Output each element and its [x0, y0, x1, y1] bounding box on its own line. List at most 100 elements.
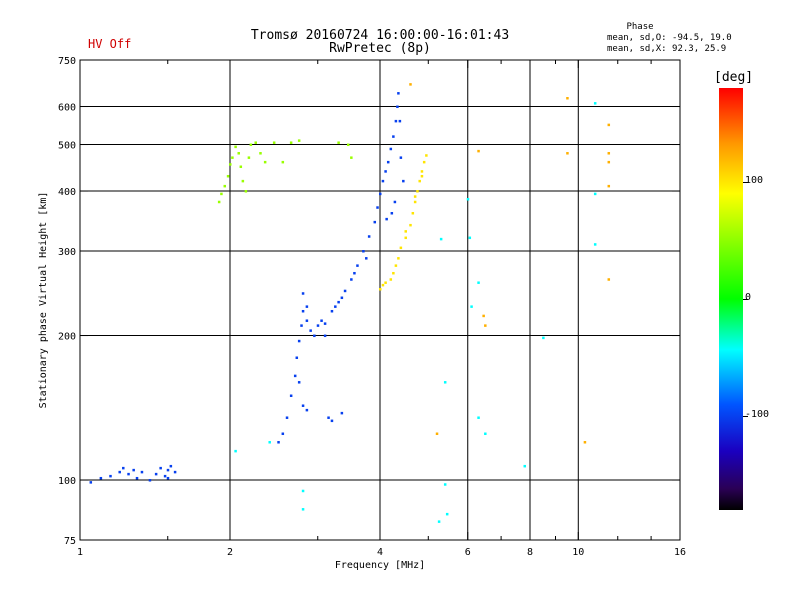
echo-point [313, 334, 316, 338]
echo-point [323, 322, 327, 325]
echo-point [445, 512, 449, 516]
echo-point [373, 220, 377, 224]
echo-point [226, 174, 230, 178]
echo-point [285, 416, 289, 419]
echo-point [217, 200, 221, 204]
echo-point [263, 160, 267, 164]
x-tick-label: 1 [77, 547, 83, 558]
echo-point [99, 476, 103, 480]
echo-point [297, 139, 301, 142]
echo-point [389, 147, 393, 151]
echo-point [159, 466, 162, 470]
echo-point [399, 156, 403, 159]
echo-point [484, 324, 487, 327]
phase-colorbar [719, 88, 743, 510]
x-tick-label: 2 [227, 547, 233, 558]
y-tick-label: 200 [58, 332, 76, 343]
echo-point [340, 411, 344, 415]
echo-point [356, 264, 359, 267]
echo-point [259, 152, 262, 155]
echo-point [381, 179, 385, 183]
echo-point [148, 479, 152, 482]
echo-point [350, 278, 353, 281]
echo-point [220, 192, 223, 196]
echo-point [477, 416, 480, 419]
y-tick-label: 300 [58, 247, 76, 258]
echo-point [301, 404, 305, 407]
echo-point [229, 163, 232, 166]
phase-stats-heading: Phase [626, 22, 654, 32]
echo-point [379, 192, 382, 196]
echo-point [425, 154, 428, 157]
echo-point [607, 278, 611, 281]
echo-point [330, 419, 334, 423]
echo-point [305, 408, 309, 412]
echo-point [127, 472, 130, 476]
echo-point [293, 374, 297, 378]
echo-point [289, 141, 293, 144]
x-tick-label: 6 [465, 547, 471, 558]
echo-point [409, 83, 412, 86]
series-3 [379, 154, 428, 291]
echo-point [163, 474, 167, 478]
echo-point [237, 152, 240, 155]
echo-point [413, 200, 417, 204]
echo-point [607, 152, 611, 155]
echo-point [268, 441, 271, 444]
echo-point [607, 160, 611, 164]
echo-point [301, 489, 305, 493]
echo-point [593, 243, 597, 246]
echo-point [379, 288, 382, 291]
chart-subtitle: RwPretec (8p) [329, 41, 431, 56]
echo-point [468, 236, 472, 240]
echo-point [297, 339, 301, 343]
echo-point [367, 235, 371, 238]
echo-point [320, 319, 323, 322]
series-2 [277, 92, 405, 444]
echo-point [385, 217, 388, 221]
echo-point [392, 135, 395, 138]
colorbar-tick-label: -100 [745, 409, 770, 421]
echo-point [402, 179, 405, 183]
echo-point [386, 160, 390, 164]
echo-point [362, 250, 365, 253]
echo-point [484, 432, 487, 436]
echo-point [394, 264, 398, 267]
echo-point [281, 160, 285, 164]
echo-point [337, 300, 340, 304]
echo-point [297, 381, 301, 384]
echo-point [254, 141, 257, 144]
echo-point [166, 476, 170, 480]
echo-point [396, 105, 399, 109]
colorbar-tick-label: 100 [745, 174, 764, 186]
echo-point [323, 334, 327, 338]
echo-point [272, 141, 276, 144]
echo-point [249, 143, 253, 147]
echo-point [376, 206, 379, 209]
echo-point [477, 281, 480, 284]
echo-point [443, 483, 447, 486]
echo-point [393, 200, 397, 204]
x-axis-label: Frequency [MHz] [335, 560, 425, 571]
echo-point [234, 145, 237, 149]
echo-point [392, 271, 395, 275]
echo-point [566, 97, 569, 100]
y-tick-label: 75 [64, 536, 76, 547]
echo-point [277, 441, 280, 444]
y-tick-label: 600 [58, 103, 76, 114]
echo-point [411, 212, 415, 215]
echo-point [398, 119, 402, 123]
echo-point [334, 305, 337, 308]
echo-point [409, 223, 412, 227]
y-tick-label: 500 [58, 141, 76, 152]
echo-point [173, 470, 177, 474]
echo-point [443, 381, 447, 384]
y-tick-label: 400 [58, 187, 76, 198]
echo-point [422, 160, 426, 164]
echo-points [89, 83, 611, 523]
echo-point [390, 212, 394, 215]
echo-point [439, 237, 443, 241]
series-0 [89, 464, 177, 484]
x-tick-label: 16 [674, 547, 686, 558]
echo-point [523, 464, 527, 468]
